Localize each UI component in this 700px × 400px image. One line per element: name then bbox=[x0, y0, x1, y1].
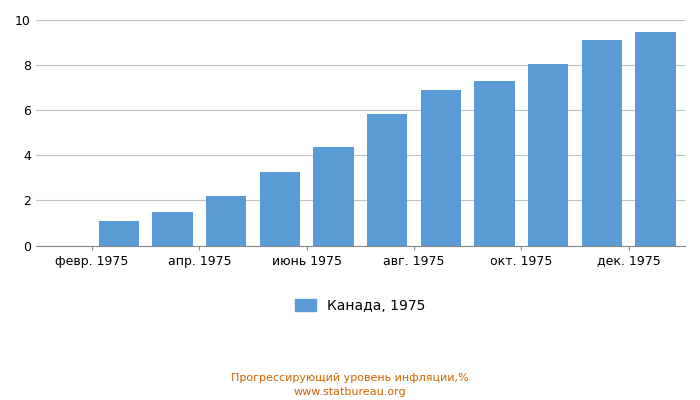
Bar bbox=[314, 148, 354, 246]
Bar bbox=[421, 90, 461, 246]
Text: Прогрессирующий уровень инфляции,%: Прогрессирующий уровень инфляции,% bbox=[231, 373, 469, 383]
Bar bbox=[636, 32, 676, 246]
Bar bbox=[528, 64, 568, 246]
Legend: Канада, 1975: Канада, 1975 bbox=[290, 293, 431, 318]
Bar bbox=[260, 172, 300, 246]
Bar bbox=[206, 196, 246, 246]
Bar bbox=[475, 81, 514, 246]
Bar bbox=[367, 114, 407, 246]
Bar bbox=[153, 212, 192, 246]
Bar bbox=[99, 221, 139, 246]
Bar bbox=[582, 40, 622, 246]
Text: www.statbureau.org: www.statbureau.org bbox=[294, 387, 406, 397]
